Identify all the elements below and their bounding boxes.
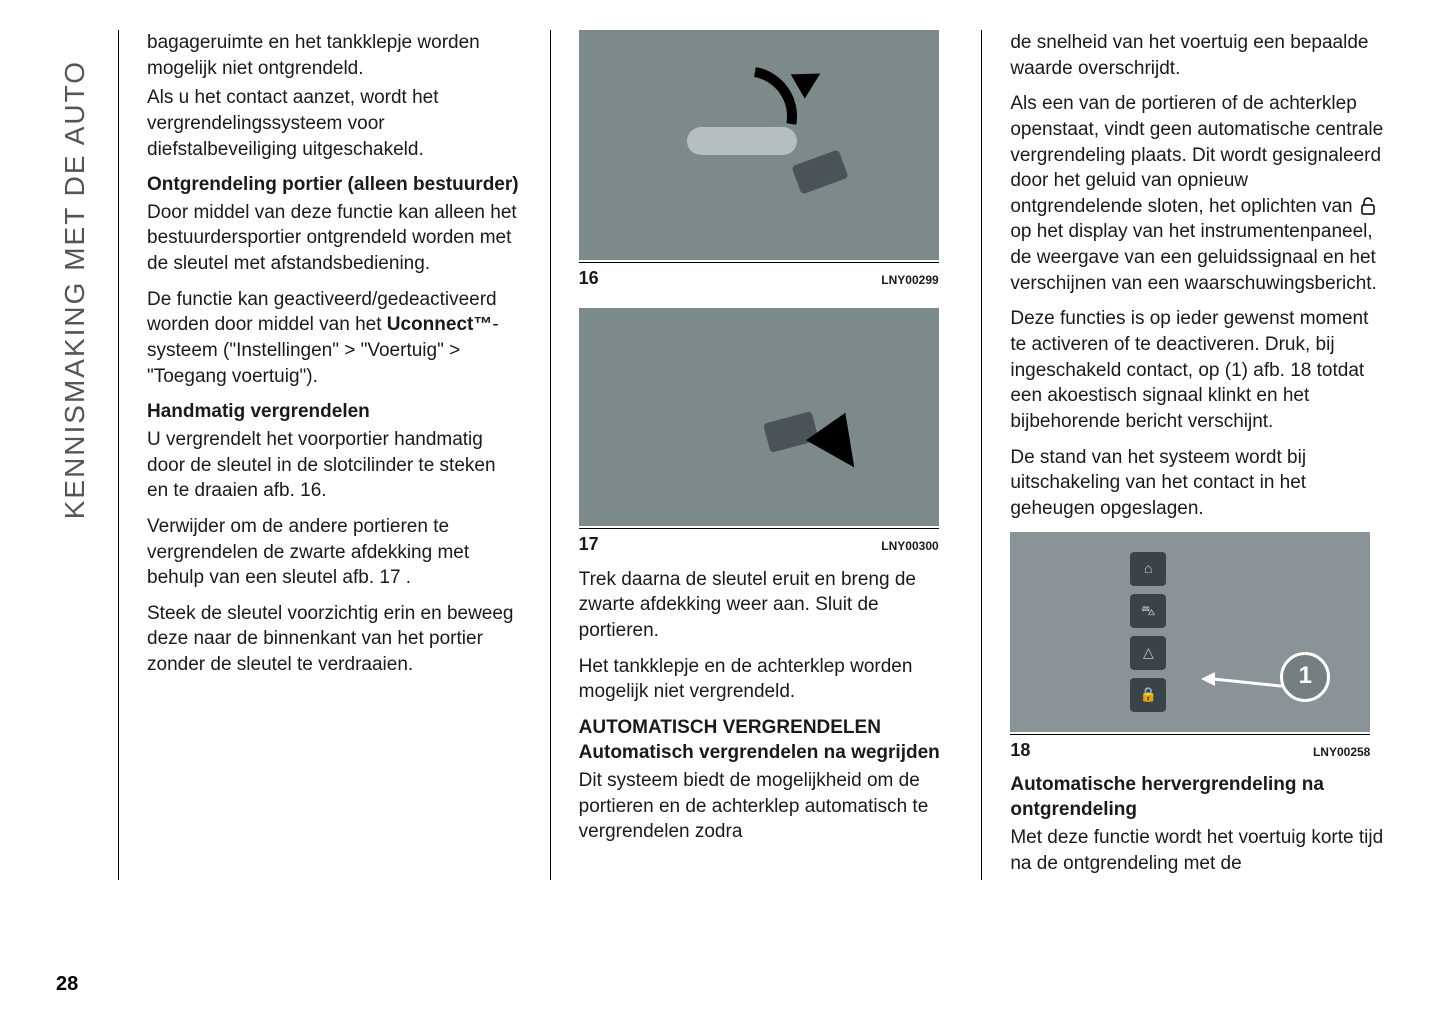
figure-number: 17 <box>579 532 599 556</box>
c2-p3: Dit systeem biedt de mogelijkheid om de … <box>579 768 954 845</box>
figure-number: 16 <box>579 266 599 290</box>
page-number: 28 <box>56 973 78 996</box>
c1-p2: Als u het contact aanzet, wordt het verg… <box>147 85 522 162</box>
c1-heading-unlock-driver: Ontgrendeling portier (alleen bestuurder… <box>147 172 522 198</box>
figure-code: LNY00258 <box>1313 744 1370 760</box>
panel-buttons: ⌂ ⛍ △ 🔒 <box>1130 552 1166 712</box>
callout-circle: 1 <box>1280 652 1330 702</box>
c1-p5: U vergrendelt het voorportier handmatig … <box>147 427 522 504</box>
figure-17-caption: 17 LNY00300 <box>579 528 939 556</box>
panel-home-icon: ⌂ <box>1130 552 1166 586</box>
content-columns: bagageruimte en het tankklepje worden mo… <box>137 30 1395 998</box>
c3-p4: De stand van het systeem wordt bij uitsc… <box>1010 445 1385 522</box>
uconnect-brand: Uconnect™ <box>387 314 493 335</box>
column-3: de snelheid van het voertuig een bepaald… <box>1000 30 1395 998</box>
c2-p1: Trek daarna de sleutel eruit en breng de… <box>579 567 954 644</box>
panel-car-icon: ⛍ <box>1130 594 1166 628</box>
column-2: 16 LNY00299 17 LNY00300 Trek daarna de s… <box>569 30 964 998</box>
c3-p3: Deze functies is op ieder gewenst moment… <box>1010 306 1385 434</box>
c1-p3: Door middel van deze functie kan alleen … <box>147 200 522 277</box>
c1-p7: Steek de sleutel voorzichtig erin en bew… <box>147 601 522 678</box>
chapter-title: KENNISMAKING MET DE AUTO <box>59 60 91 519</box>
figure-code: LNY00299 <box>881 272 938 288</box>
c2-h1b: Automatisch vergrendelen na wegrijden <box>579 742 940 763</box>
figure-16-image <box>579 30 939 260</box>
key-fob-shape <box>791 149 848 194</box>
c1-p6: Verwijder om de andere portieren te verg… <box>147 514 522 591</box>
c3-p2: Als een van de portieren of de achterkle… <box>1010 91 1385 296</box>
panel-hazard-icon: △ <box>1130 636 1166 670</box>
chapter-sidebar: KENNISMAKING MET DE AUTO <box>50 30 100 550</box>
arrow-down-icon <box>806 412 874 480</box>
figure-18-image: ⌂ ⛍ △ 🔒 1 <box>1010 532 1370 732</box>
figure-16-caption: 16 LNY00299 <box>579 262 939 290</box>
figure-code: LNY00300 <box>881 538 938 554</box>
c3-p2b: op het display van het instrumentenpanee… <box>1010 221 1376 293</box>
figure-18-caption: 18 LNY00258 <box>1010 734 1370 762</box>
page: KENNISMAKING MET DE AUTO bagageruimte en… <box>0 0 1445 1018</box>
vertical-rule <box>118 30 119 880</box>
c3-p1: de snelheid van het voertuig een bepaald… <box>1010 30 1385 81</box>
vertical-rule <box>550 30 551 880</box>
c2-h1a: AUTOMATISCH VERGRENDELEN <box>579 717 881 738</box>
figure-17-image <box>579 308 939 526</box>
c1-heading-manual-lock: Handmatig vergrendelen <box>147 399 522 425</box>
figure-number: 18 <box>1010 738 1030 762</box>
c1-p4: De functie kan geactiveerd/gedeactiveerd… <box>147 287 522 390</box>
c3-p5: Met deze functie wordt het voertuig kort… <box>1010 825 1385 876</box>
c2-p2: Het tankklepje en de achterklep worden m… <box>579 654 954 705</box>
c2-heading-auto-lock: AUTOMATISCH VERGRENDELEN Automatisch ver… <box>579 715 954 766</box>
c3-heading-auto-relock: Automatische hervergrendeling na ontgren… <box>1010 772 1385 823</box>
door-open-icon <box>1358 197 1378 217</box>
c1-p1: bagageruimte en het tankklepje worden mo… <box>147 30 522 81</box>
vertical-rule <box>981 30 982 880</box>
column-1: bagageruimte en het tankklepje worden mo… <box>137 30 532 998</box>
door-handle-shape <box>687 127 797 155</box>
panel-lock-icon: 🔒 <box>1130 678 1166 712</box>
c3-p2a: Als een van de portieren of de achterkle… <box>1010 93 1383 217</box>
callout-number: 1 <box>1299 660 1312 692</box>
arrow-head-icon <box>790 61 827 98</box>
callout-line <box>1212 677 1282 687</box>
